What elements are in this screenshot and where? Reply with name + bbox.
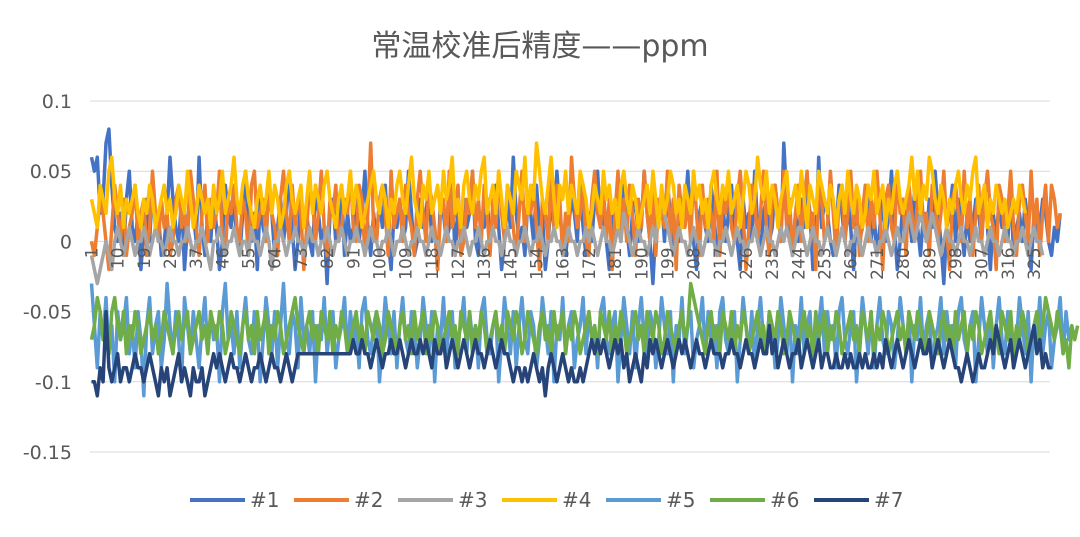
x-tick-label: 199 [658, 247, 678, 279]
y-tick-label: 0 [60, 231, 72, 253]
x-tick-label: 1 [82, 247, 102, 258]
x-tick-label: 208 [685, 247, 705, 279]
x-tick-label: 262 [842, 247, 862, 279]
y-tick-label: 0.1 [42, 91, 72, 113]
x-tick-label: 253 [816, 247, 836, 279]
x-tick-label: 136 [475, 247, 495, 279]
x-tick-label: 235 [763, 247, 783, 279]
legend-item-5[interactable]: #5 [606, 488, 695, 512]
legend-label: #5 [666, 488, 695, 512]
x-tick-label: 298 [946, 247, 966, 279]
x-tick-label: 109 [397, 247, 417, 279]
x-tick-label: 154 [528, 247, 548, 279]
y-tick-label: -0.15 [23, 442, 72, 464]
x-tick-label: 289 [920, 247, 940, 279]
x-tick-label: 226 [737, 247, 757, 279]
series-line-4 [89, 141, 1028, 230]
x-tick-label: 91 [344, 247, 364, 269]
x-tick-label: 271 [868, 247, 888, 279]
y-tick-label: -0.1 [35, 372, 72, 394]
x-tick-label: 55 [240, 247, 260, 269]
x-tick-label: 10 [109, 247, 129, 269]
y-tick-label: 0.05 [30, 161, 72, 183]
x-tick-label: 118 [423, 247, 443, 279]
x-tick-label: 280 [894, 247, 914, 279]
x-tick-label: 28 [161, 247, 181, 269]
x-tick-label: 244 [789, 247, 809, 279]
x-tick-label: 73 [292, 247, 312, 269]
legend-label: #3 [458, 488, 487, 512]
legend-label: #7 [874, 488, 903, 512]
x-tick-label: 82 [318, 247, 338, 269]
x-tick-label: 100 [370, 247, 390, 279]
legend-label: #1 [250, 488, 279, 512]
series-line-3 [89, 197, 1045, 286]
x-tick-label: 181 [606, 247, 626, 279]
x-tick-label: 46 [213, 247, 233, 269]
x-tick-label: 325 [1025, 247, 1045, 279]
x-tick-label: 163 [554, 247, 574, 279]
legend-item-3[interactable]: #3 [398, 488, 487, 512]
x-tick-label: 217 [711, 247, 731, 279]
legend-item-7[interactable]: #7 [814, 488, 903, 512]
legend-label: #2 [354, 488, 383, 512]
series-line-6 [89, 281, 1080, 370]
x-tick-label: 307 [973, 247, 993, 279]
legend-item-1[interactable]: #1 [190, 488, 279, 512]
x-tick-label: 172 [580, 247, 600, 279]
x-tick-label: 145 [501, 247, 521, 279]
legend-item-2[interactable]: #2 [294, 488, 383, 512]
legend-item-4[interactable]: #4 [502, 488, 591, 512]
legend-label: #6 [770, 488, 799, 512]
x-tick-label: 316 [999, 247, 1019, 279]
x-tick-label: 190 [632, 247, 652, 279]
x-tick-label: 127 [449, 247, 469, 279]
legend-item-6[interactable]: #6 [710, 488, 799, 512]
y-tick-label: -0.05 [23, 302, 72, 324]
chart-title: 常温校准后精度——ppm [371, 29, 708, 64]
x-tick-label: 64 [266, 247, 286, 269]
legend-label: #4 [562, 488, 591, 512]
x-tick-label: 19 [135, 247, 155, 269]
x-tick-label: 37 [187, 247, 207, 269]
series-line-7 [91, 309, 1052, 398]
